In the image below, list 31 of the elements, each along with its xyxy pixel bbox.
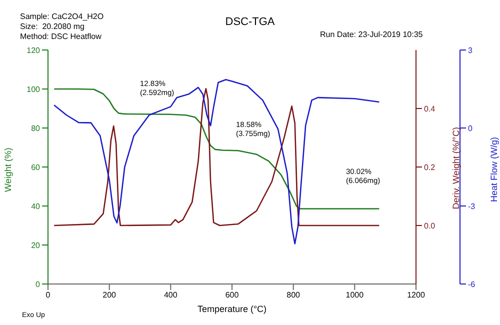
y3-axis-title: Heat Flow (W/g) — [489, 137, 500, 202]
y2-tick-label: 0.2 — [424, 162, 436, 172]
y-tick-label: 20 — [31, 240, 41, 250]
y-tick-label: 40 — [31, 202, 41, 211]
y2-tick-label: 0.0 — [424, 221, 436, 230]
x-tick-label: 200 — [102, 290, 117, 300]
y-tick-label: 120 — [26, 46, 41, 55]
text: Run Date: 23-Jul-2019 10:35 — [320, 30, 423, 39]
x-tick-label: 400 — [164, 290, 178, 300]
y-tick-label: 100 — [26, 84, 41, 94]
text: Method: DSC Heatflow — [20, 32, 102, 42]
x-tick-label: 0 — [46, 290, 51, 300]
x-tick-label: 600 — [225, 290, 240, 300]
x-tick-label: 1000 — [346, 290, 364, 300]
x-tick-label: 1200 — [407, 290, 426, 300]
y2-axis-title: Deriv. Weight (%/°C) — [451, 127, 462, 210]
line-series — [53, 78, 380, 244]
y-tick-label: 60 — [31, 162, 41, 172]
x-axis-title: Temperature (°C) — [197, 304, 267, 314]
y-tick-label: 0 — [36, 280, 41, 289]
chart-title: DSC-TGA — [225, 16, 275, 28]
y-tick-label: 80 — [31, 124, 41, 133]
text: Size: 20.2080 mg — [20, 22, 86, 32]
text: Sample: CaC2O4_H2O — [20, 12, 104, 22]
y3-tick-label: -3 — [468, 202, 476, 211]
y-axis-title: Weight (%) — [3, 148, 14, 192]
x-tick-label: 800 — [286, 290, 301, 300]
y3-tick-label: 3 — [468, 46, 473, 55]
y3-tick-label: -6 — [468, 280, 476, 289]
y2-tick-label: 0.4 — [424, 104, 436, 114]
y3-tick-label: 0 — [468, 124, 473, 133]
